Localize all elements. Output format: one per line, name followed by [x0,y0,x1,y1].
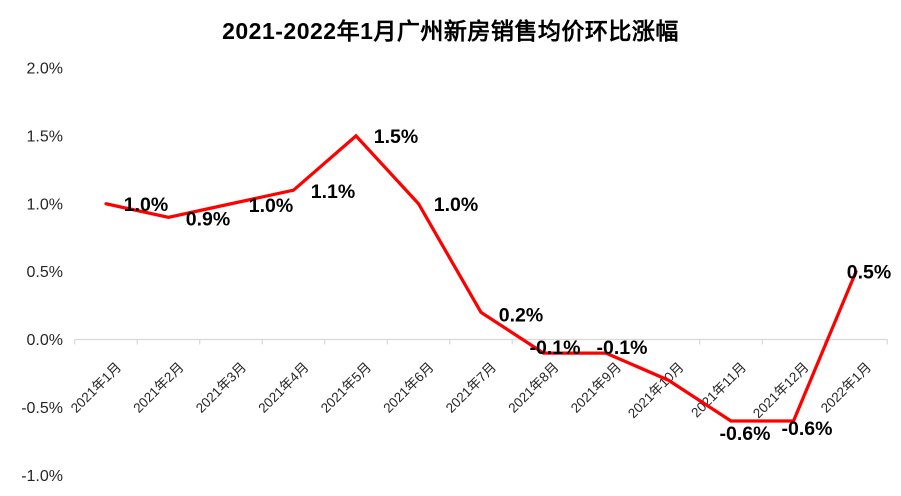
data-label: -0.1% [597,337,648,359]
x-axis-tick-label: 2021年7月 [443,360,499,416]
y-axis-tick-label: 1.5% [27,128,63,145]
y-axis-tick-label: -1.0% [21,468,63,485]
x-axis-tick-label: 2021年4月 [255,360,311,416]
y-axis-tick-label: 2.0% [27,61,63,78]
x-axis-tick-label: 2021年6月 [380,360,436,416]
data-label: 0.2% [499,304,543,326]
x-axis-tick-label: 2021年10月 [625,360,687,422]
x-axis-tick-label: 2021年12月 [750,360,812,422]
chart-title: 2021-2022年1月广州新房销售均价环比涨幅 [222,18,679,44]
x-axis-tick-label: 2022年1月 [818,360,874,416]
x-axis-tick-label: 2021年5月 [318,360,374,416]
series-line [104,133,858,423]
data-label: 1.0% [249,195,293,217]
x-axis-tick-label: 2021年9月 [568,360,624,416]
data-label: -0.1% [530,337,581,359]
x-axis-tick-label: 2021年2月 [130,360,186,416]
data-label: 1.0% [434,194,478,216]
x-axis-tick-label: 2021年8月 [505,360,561,416]
data-label: 1.1% [311,181,355,203]
data-label: 1.5% [374,126,418,148]
data-label: 1.0% [124,194,168,216]
y-axis-tick-label: 1.0% [27,196,63,213]
y-axis-tick-label: 0.5% [27,264,63,281]
y-axis-tick-label: 0.0% [27,332,63,349]
data-label: -0.6% [720,423,771,445]
data-label: 0.5% [847,262,891,284]
data-label: 0.9% [186,208,230,230]
x-axis-tick-label: 2021年3月 [193,360,249,416]
y-axis-tick-label: -0.5% [21,400,63,417]
x-axis-tick-label: 2021年1月 [68,360,124,416]
data-label: -0.6% [782,418,833,440]
